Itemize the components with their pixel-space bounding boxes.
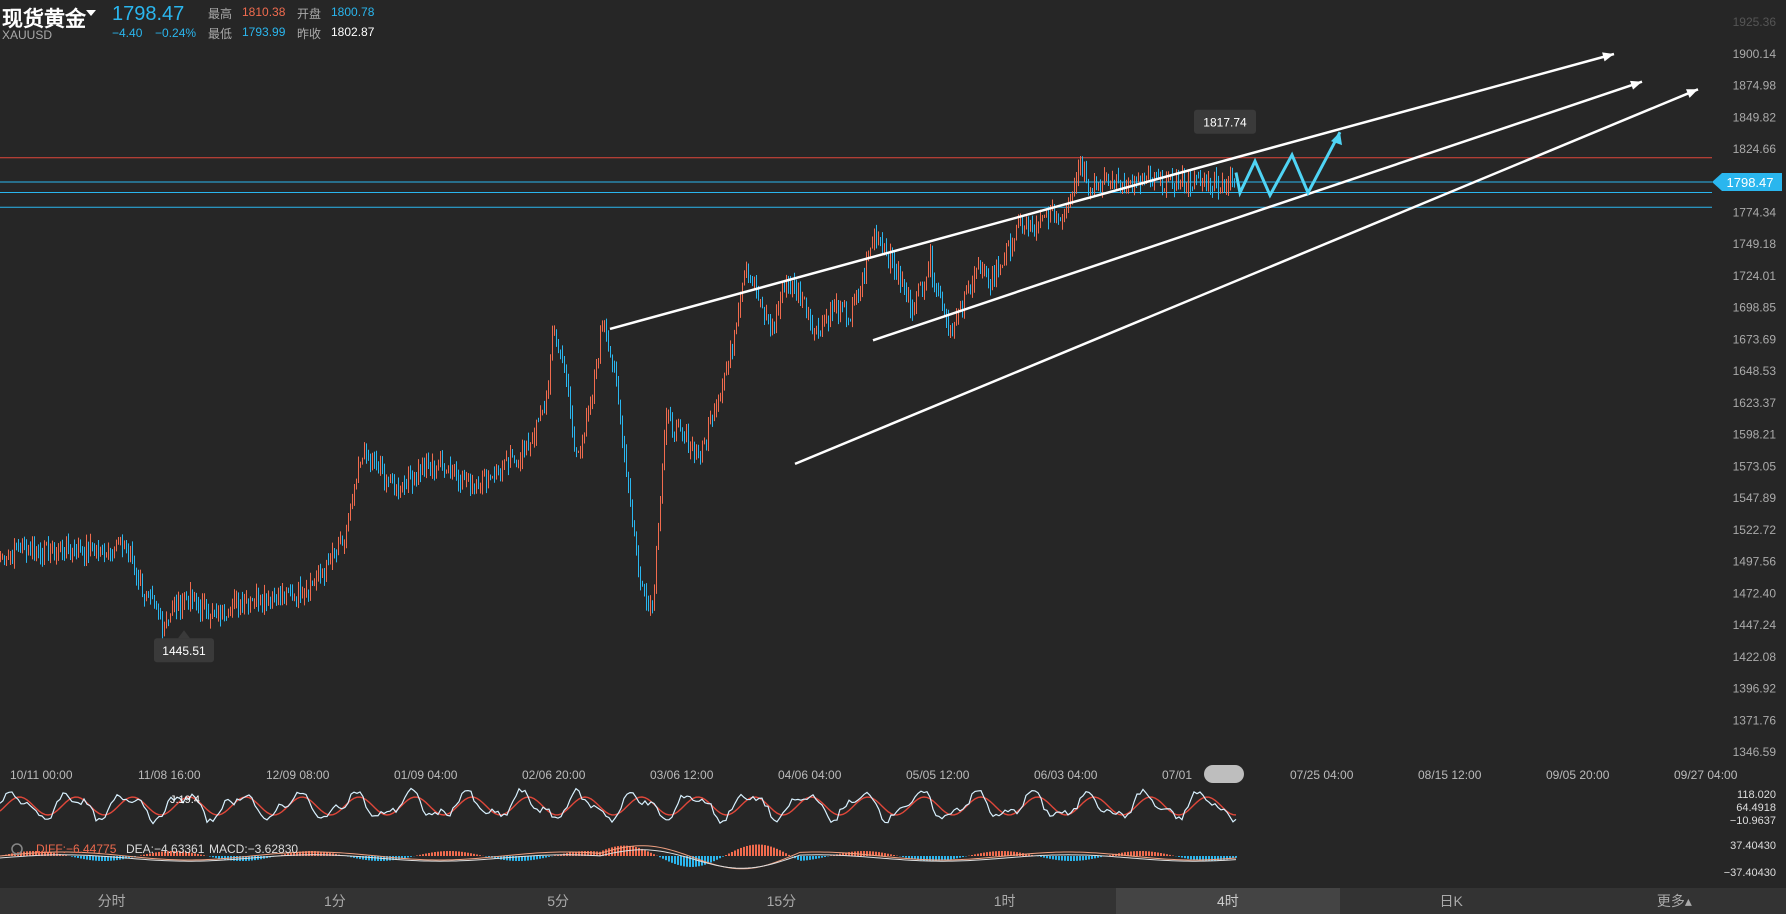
y-tick-label: 1673.69 (1733, 332, 1777, 346)
price-chart[interactable]: 1925.36 1900.14 1874.98 1849.82 1824.66 1774.… (0, 0, 1786, 888)
prev-close-value: 1802.87 (331, 25, 375, 39)
tab-6[interactable]: 日K (1439, 893, 1463, 909)
tab-0[interactable]: 分时 (97, 893, 126, 909)
period-tabs: 分时 1分 5分 15分 1时 4时 日K 更多▴ (0, 888, 1786, 914)
y-tick-label: 1724.01 (1733, 269, 1777, 283)
price-change-pct: −0.24% (155, 26, 197, 40)
macd-label: MACD:−3.62830 (209, 842, 298, 856)
forecast-arrow (1331, 132, 1342, 146)
x-tick-label: 04/06 04:00 (778, 768, 842, 782)
tab-7[interactable]: 更多▴ (1656, 893, 1692, 909)
y-tick-label: 1925.36 (1733, 15, 1777, 29)
settings-icon (11, 843, 23, 855)
macd-axis-label: 37.40430 (1730, 840, 1776, 852)
macd-diff-line (0, 845, 1237, 870)
x-tick-label: 05/05 12:00 (906, 768, 970, 782)
prev-close-label: 昨收 (297, 27, 322, 41)
x-tick-label: 12/09 08:00 (266, 768, 330, 782)
macd-axis-label: −37.40430 (1724, 867, 1776, 879)
tab-4[interactable]: 1时 (993, 893, 1016, 909)
tab-5[interactable]: 4时 (1116, 888, 1340, 914)
kdj-axis-label: 64.4918 (1736, 802, 1776, 814)
high-tag-box (1194, 109, 1256, 134)
symbol-name[interactable]: 现货黄金 (2, 8, 86, 31)
y-tick-label: 1447.24 (1733, 618, 1777, 632)
x-tick-label: 10/11 00:00 (10, 768, 73, 782)
symbol-code: XAUUSD (2, 28, 53, 42)
y-tick-label: 1371.76 (1733, 713, 1777, 727)
macd-dea-line (0, 849, 1237, 869)
kdj-axis-label: −10.9637 (1730, 815, 1776, 827)
x-tick-label: 02/06 20:00 (522, 768, 586, 782)
y-tick-label: 1497.56 (1733, 555, 1777, 569)
y-tick-label: 1749.18 (1733, 237, 1777, 251)
quote-header: 现货黄金 XAUUSD 1798.47 −4.40 −0.24% 最高 1810… (0, 0, 420, 44)
caret-down-icon[interactable] (86, 10, 96, 16)
y-tick-label: 1774.34 (1733, 205, 1777, 219)
open-label: 开盘 (297, 7, 322, 21)
y-tick-label: 1648.53 (1733, 364, 1777, 378)
x-tick-label: 01/09 04:00 (394, 768, 458, 782)
trend-line (872, 80, 1643, 342)
high-label: 最高 (208, 7, 233, 21)
y-tick-label: 1849.82 (1733, 110, 1777, 124)
low-value: 1793.99 (242, 25, 286, 39)
y-tick-label: 1598.21 (1733, 428, 1777, 442)
low-label: 最低 (208, 27, 233, 41)
high-value: 1810.38 (242, 5, 286, 19)
y-tick-label: 1346.59 (1733, 745, 1777, 759)
x-tick-label: 03/06 12:00 (650, 768, 714, 782)
price-change: −4.40 (112, 26, 143, 40)
y-tick-label: 1874.98 (1733, 79, 1777, 93)
y-tick-label: 1698.85 (1733, 301, 1777, 315)
x-tick-label: 07/25 04:00 (1290, 768, 1354, 782)
x-tick-label: 09/27 04:00 (1674, 768, 1738, 782)
y-tick-label: 1547.89 (1733, 491, 1777, 505)
tab-2[interactable]: 5分 (547, 893, 570, 909)
low-tag-box (154, 638, 214, 663)
tab-3[interactable]: 15分 (766, 893, 797, 909)
trend-arrow (1602, 52, 1614, 62)
price-tag: 1798.47 (1727, 175, 1774, 190)
y-tick-label: 1396.92 (1733, 682, 1777, 696)
x-tick-label: 09/05 20:00 (1546, 768, 1610, 782)
y-tick-label: 1522.72 (1733, 523, 1777, 537)
trend-arrow (1630, 80, 1642, 90)
last-price: 1798.47 (112, 3, 185, 25)
low-tag: 1445.51 (162, 644, 206, 658)
x-tick-label: 07/01 (1162, 768, 1192, 782)
open-value: 1800.78 (331, 5, 375, 19)
price-tag-box (1712, 173, 1782, 192)
low-tag-pointer (178, 630, 190, 639)
y-tick-label: 1623.37 (1733, 396, 1777, 410)
y-tick-label: 1472.40 (1733, 586, 1777, 600)
macd-label: DIFF:−6.44775 (36, 842, 117, 856)
y-tick-label: 1422.08 (1733, 650, 1777, 664)
forecast-path (1234, 131, 1342, 199)
kdj-j-label: J:19.4 (170, 794, 200, 806)
kdj-axis-label: 118.020 (1737, 789, 1776, 801)
trend-line (609, 52, 1615, 331)
y-tick-label: 1824.66 (1733, 142, 1777, 156)
x-tick-label: 11/08 16:00 (138, 768, 201, 782)
macd-label: DEA:−4.63361 (126, 842, 205, 856)
x-tick-label: 06/03 04:00 (1034, 768, 1098, 782)
tab-1[interactable]: 1分 (323, 893, 346, 909)
x-tick-label: 08/15 12:00 (1418, 768, 1482, 782)
kdj-k-line (0, 787, 1237, 825)
y-tick-label: 1573.05 (1733, 459, 1777, 473)
time-cursor (1204, 765, 1244, 783)
y-tick-label: 1900.14 (1733, 47, 1777, 61)
trend-arrow (1686, 89, 1698, 98)
trend-line (794, 88, 1699, 466)
high-tag: 1817.74 (1203, 116, 1247, 130)
